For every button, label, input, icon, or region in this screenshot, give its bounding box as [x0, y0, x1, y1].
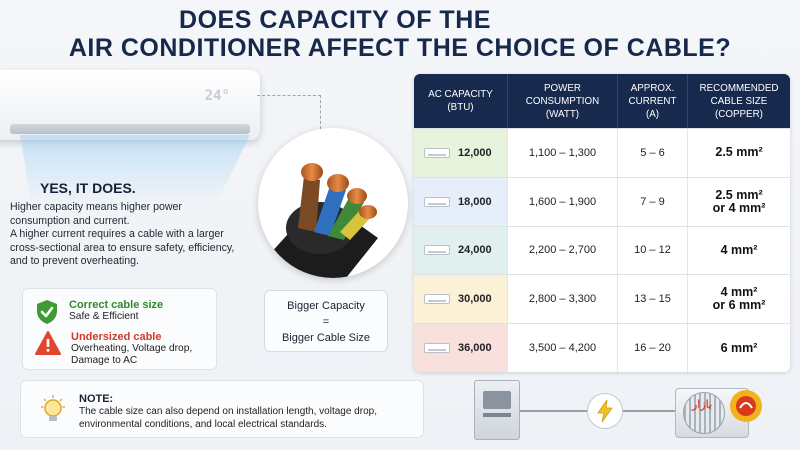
table-header: AC CAPACITY (BTU) POWER CONSUMPTION (WATT) … — [414, 74, 790, 128]
bigger-capacity-box: Bigger Capacity = Bigger Cable Size — [264, 290, 388, 352]
mini-ac-icon — [424, 245, 450, 256]
cable-size-cell: 2.5 mm² — [715, 145, 763, 160]
watt-cell: 2,800 – 3,300 — [508, 275, 618, 324]
lightbulb-icon — [41, 395, 65, 421]
lightning-icon — [587, 393, 623, 429]
dashed-connector-vertical — [320, 95, 321, 129]
cable-icon — [258, 163, 378, 278]
electrical-panel-illustration — [474, 380, 520, 440]
table-row: 18,000 1,600 – 1,900 7 – 9 2.5 mm² or 4 m… — [414, 176, 790, 226]
correct-cable-row: Correct cable size Safe & Efficient — [35, 299, 163, 325]
btu-cell: 30,000 — [414, 275, 508, 324]
note-text: The cable size can also depend on instal… — [79, 406, 377, 430]
answer-heading: YES, IT DOES. — [40, 180, 136, 196]
header-power-consumption: POWER CONSUMPTION (WATT) — [508, 74, 618, 128]
cable-size-cell: 4 mm² or 6 mm² — [712, 285, 766, 313]
cable-size-table: AC CAPACITY (BTU) POWER CONSUMPTION (WATT) … — [414, 74, 790, 372]
title-line-1: DOES CAPACITY OF THE — [179, 6, 491, 34]
watt-cell: 3,500 – 4,200 — [508, 324, 618, 372]
cable-size-cell: 2.5 mm² or 4 mm² — [712, 187, 766, 215]
undersized-cable-desc-1: Overheating, Voltage drop, — [71, 343, 193, 354]
watt-cell: 1,100 – 1,300 — [508, 129, 618, 177]
cable-size-cell: 4 mm² — [720, 242, 758, 257]
amp-cell: 10 – 12 — [618, 226, 688, 275]
watt-cell: 2,200 – 2,700 — [508, 226, 618, 275]
answer-paragraph-2: A higher current requires a cable with a… — [10, 228, 235, 268]
header-approx-current: APPROX. CURRENT (A) — [618, 74, 688, 128]
mini-ac-icon — [424, 294, 450, 305]
note-title: NOTE: — [79, 393, 114, 405]
cable-illustration — [258, 128, 408, 278]
btu-cell: 36,000 — [414, 324, 508, 372]
amp-cell: 5 – 6 — [618, 129, 688, 177]
shield-check-icon — [37, 300, 57, 324]
bigger-cable-line: Bigger Cable Size — [281, 332, 371, 344]
btu-cell: 24,000 — [414, 226, 508, 275]
brand-logo-icon — [730, 390, 762, 422]
table-row: 36,000 3,500 – 4,200 16 – 20 6 mm² — [414, 323, 790, 372]
ac-temperature-display: 24° — [204, 88, 230, 104]
header-recommended-cable: RECOMMENDED CABLE SIZE (COPPER) — [699, 82, 779, 120]
table-row: 24,000 2,200 – 2,700 10 – 12 4 mm² — [414, 225, 790, 275]
equals-sign: = — [322, 316, 330, 328]
amp-cell: 7 – 9 — [618, 177, 688, 226]
air-conditioner-illustration: 24° — [0, 70, 260, 140]
correct-cable-title: Correct cable size — [69, 299, 164, 311]
fan-grille-icon — [683, 392, 725, 434]
warning-icon — [35, 331, 61, 355]
table-row: 12,000 1,100 – 1,300 5 – 6 2.5 mm² — [414, 128, 790, 177]
answer-paragraph-1: Higher capacity means higher power consu… — [10, 201, 182, 227]
cable-status-box: Correct cable size Safe & Efficient Unde… — [22, 288, 217, 370]
amp-cell: 16 – 20 — [618, 324, 688, 372]
undersized-cable-row: Undersized cable Overheating, Voltage dr… — [35, 331, 192, 367]
watt-cell: 1,600 – 1,900 — [508, 177, 618, 226]
undersized-cable-title: Undersized cable — [71, 331, 162, 343]
page-title: DOES CAPACITY OF THE AIR CONDITIONER AFF… — [0, 6, 800, 62]
correct-cable-desc: Safe & Efficient — [69, 311, 139, 322]
cable-size-cell: 6 mm² — [720, 340, 758, 355]
table-row: 30,000 2,800 – 3,300 13 – 15 4 mm² or 6 m… — [414, 274, 790, 324]
amp-cell: 13 – 15 — [618, 275, 688, 324]
btu-cell: 18,000 — [414, 177, 508, 226]
bigger-capacity-line: Bigger Capacity — [287, 300, 365, 312]
dashed-connector — [257, 95, 321, 96]
note-box: NOTE: The cable size can also depend on … — [20, 380, 424, 438]
title-line-2: AIR CONDITIONER AFFECT THE CHOICE OF CAB… — [68, 34, 732, 62]
watermark-text: بازار — [692, 399, 713, 411]
mini-ac-icon — [424, 147, 450, 158]
mini-ac-icon — [424, 343, 450, 354]
undersized-cable-desc-2: Damage to AC — [71, 355, 138, 366]
answer-description: Higher capacity means higher power consu… — [10, 201, 240, 269]
bolt-icon — [597, 400, 613, 422]
btu-cell: 12,000 — [414, 129, 508, 177]
airflow-illustration — [20, 135, 250, 205]
header-ac-capacity: AC CAPACITY (BTU) — [414, 74, 508, 128]
mini-ac-icon — [424, 196, 450, 207]
